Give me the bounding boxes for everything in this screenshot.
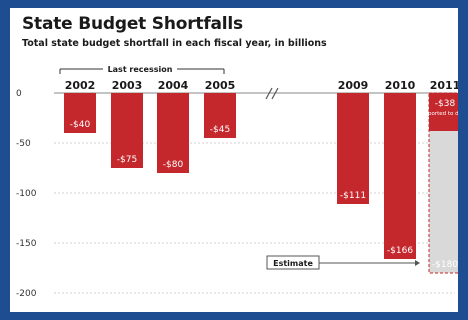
- recession-label: Last recession: [108, 65, 173, 74]
- bars: [64, 92, 458, 274]
- axis-break-icon: [265, 87, 279, 100]
- estimate-annotation: Estimate: [266, 255, 420, 270]
- bar-value-label: -$38: [435, 99, 456, 109]
- bar: [384, 93, 416, 259]
- bar-value-label: -$80: [163, 160, 184, 170]
- recession-bracket: Last recession: [59, 65, 225, 74]
- x-tick-label: 2002: [65, 79, 96, 92]
- bar: [64, 93, 96, 133]
- bar-value-label: -$75: [117, 155, 137, 165]
- estimate-value-label: -$180: [432, 260, 458, 270]
- bar: [157, 93, 189, 173]
- estimate-arrow-head: [415, 260, 420, 266]
- year-labels: 2002 2003 2004 2005 2009 2010 2011: [65, 79, 458, 92]
- bar-value-label: -$45: [210, 125, 230, 135]
- x-tick-label: 2010: [385, 79, 416, 92]
- bar-value-label: -$111: [340, 191, 366, 201]
- y-tick-label: -200: [16, 289, 37, 299]
- bar: [204, 93, 236, 138]
- x-tick-label: 2003: [112, 79, 143, 92]
- reported-note: reported to date: [422, 111, 458, 117]
- bar: [111, 93, 143, 168]
- x-tick-label: 2005: [205, 79, 236, 92]
- bar: [337, 93, 369, 204]
- y-tick-label: -50: [16, 139, 31, 149]
- bar-chart: 0 -50 -100 -150 -200 Last recession 2002 2003…: [16, 65, 458, 299]
- bar-value-labels: -$40 -$75 -$80 -$45 -$111 -$166 -$38 reported t…: [70, 99, 458, 270]
- y-tick-label: -100: [16, 189, 37, 199]
- y-tick-label: 0: [16, 89, 22, 99]
- chart-title: State Budget Shortfalls: [22, 14, 243, 34]
- estimate-label: Estimate: [273, 259, 313, 268]
- bar-value-label: -$40: [70, 120, 91, 130]
- x-tick-label: 2009: [338, 79, 369, 92]
- bar: [429, 93, 458, 131]
- y-tick-label: -150: [16, 239, 37, 249]
- chart-frame: State Budget Shortfalls Total state budg…: [10, 8, 458, 312]
- bar-value-label: -$166: [387, 246, 413, 256]
- x-tick-label: 2004: [158, 79, 189, 92]
- chart-subtitle: Total state budget shortfall in each fis…: [22, 38, 327, 49]
- y-axis-ticks: 0 -50 -100 -150 -200: [16, 89, 37, 299]
- x-tick-label: 2011: [430, 79, 458, 92]
